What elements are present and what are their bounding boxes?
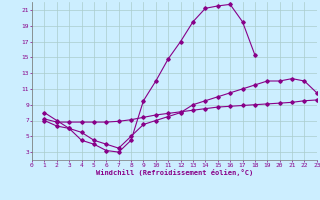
X-axis label: Windchill (Refroidissement éolien,°C): Windchill (Refroidissement éolien,°C) bbox=[96, 169, 253, 176]
